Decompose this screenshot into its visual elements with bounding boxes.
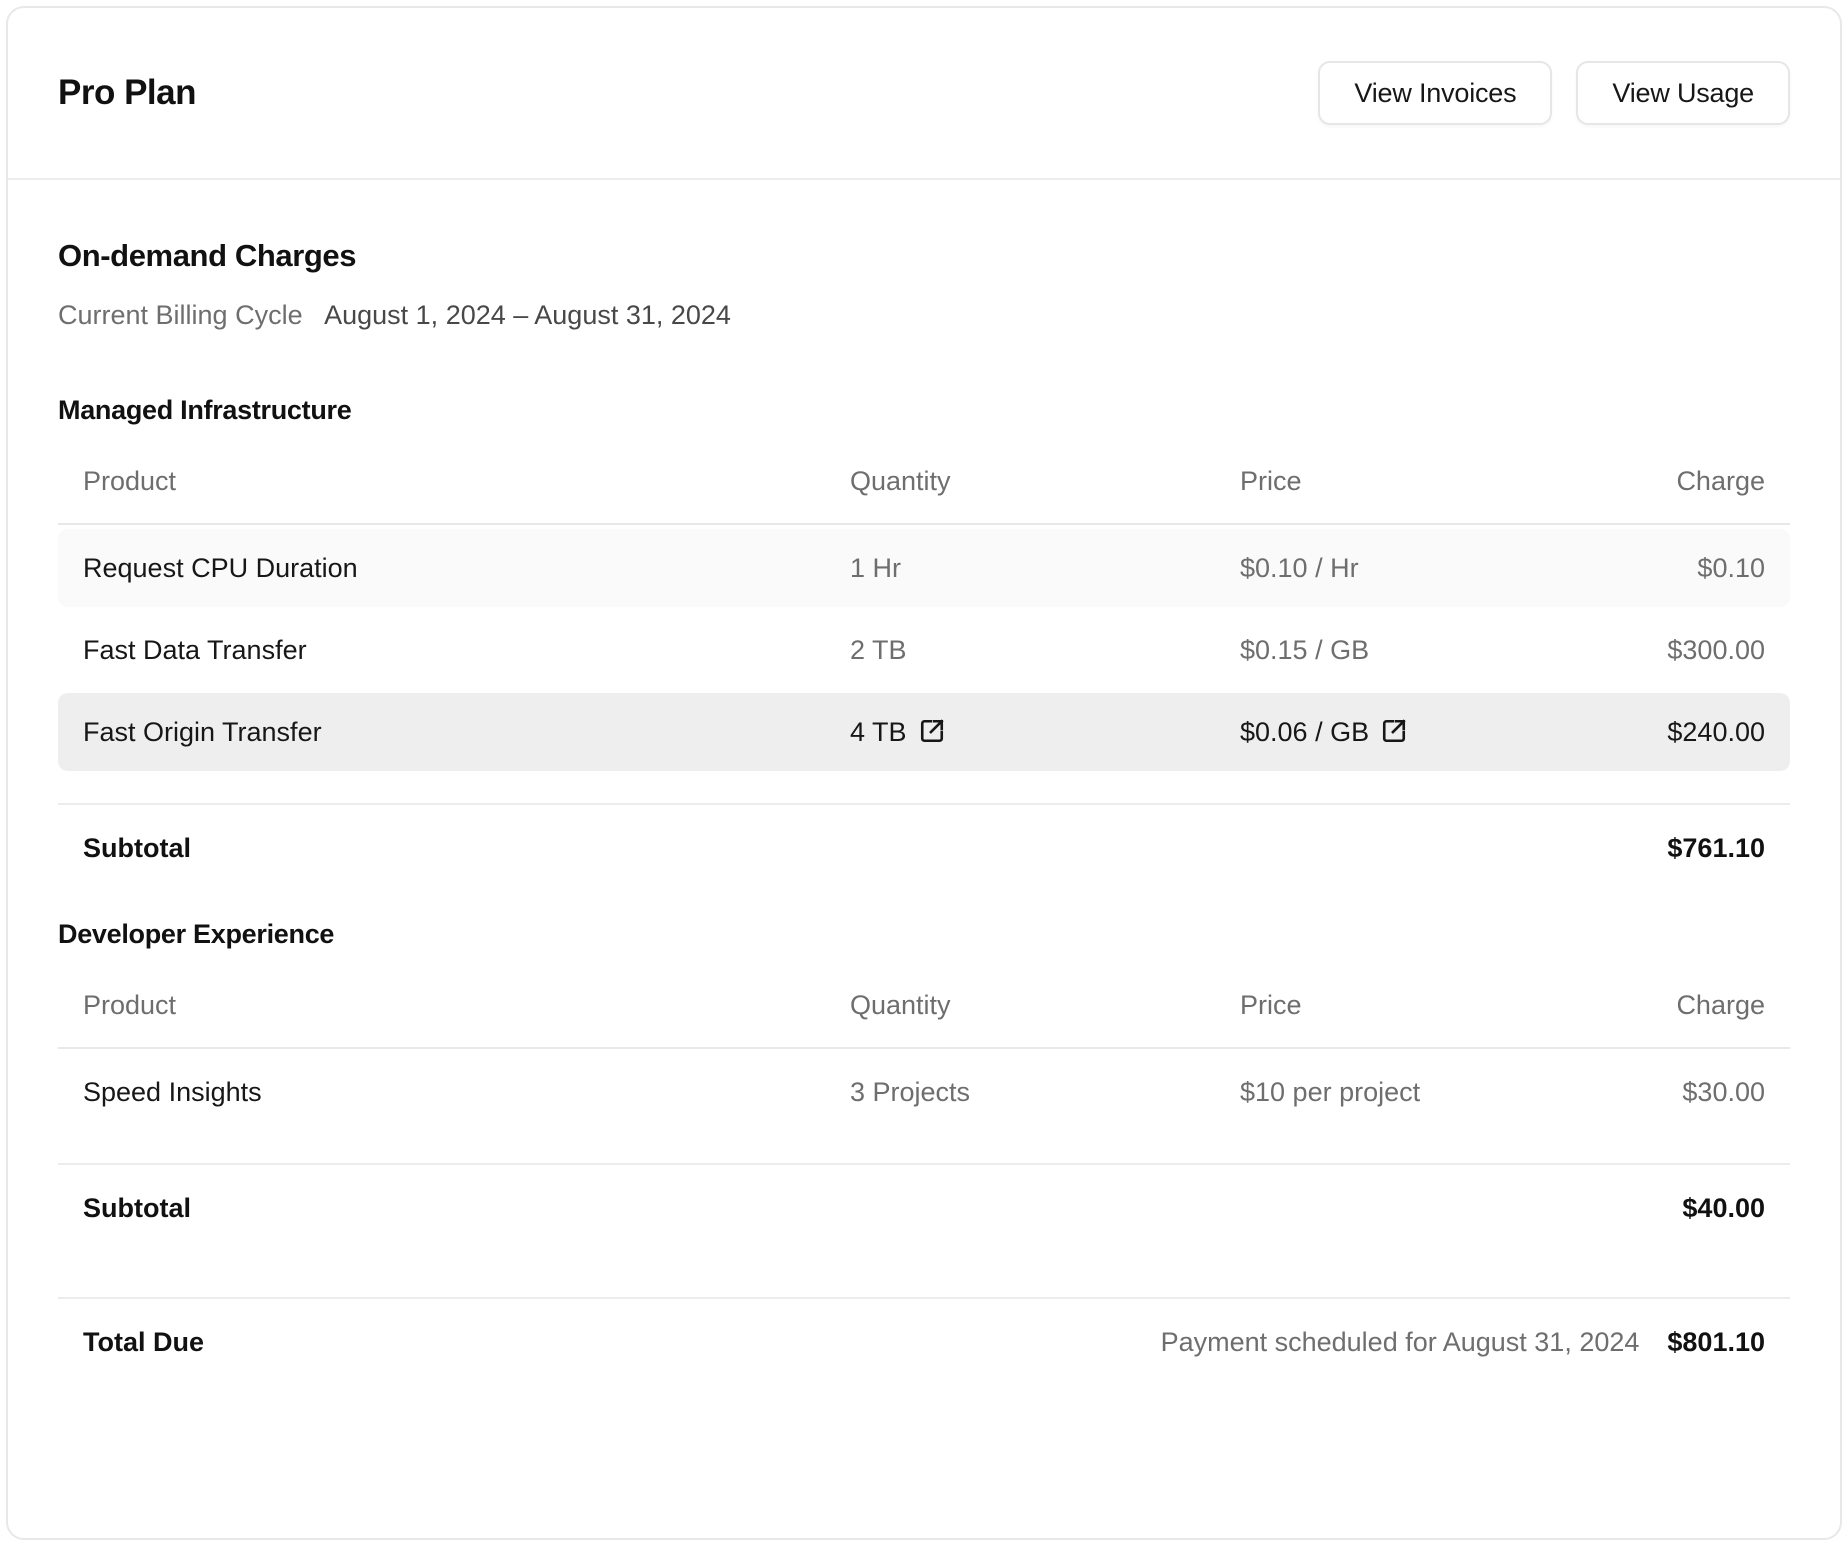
table-row: Fast Data Transfer 2 TB $0.15 / GB $300.… bbox=[58, 611, 1790, 689]
payment-scheduled-note: Payment scheduled for August 31, 2024 bbox=[1160, 1326, 1640, 1357]
quantity-cell: 4 TB bbox=[850, 717, 1240, 748]
quantity-cell: 3 Projects bbox=[850, 1076, 971, 1107]
table-row: Speed Insights 3 Projects $10 per projec… bbox=[58, 1053, 1790, 1131]
external-link-icon[interactable] bbox=[1381, 718, 1407, 744]
header-actions: View Invoices View Usage bbox=[1318, 61, 1790, 125]
quantity-cell: 2 TB bbox=[850, 634, 907, 665]
price-cell: $0.15 / GB bbox=[1240, 634, 1370, 665]
column-header-price: Price bbox=[1240, 466, 1302, 496]
total-due-amount: $801.10 bbox=[1667, 1326, 1765, 1357]
view-invoices-button[interactable]: View Invoices bbox=[1318, 61, 1553, 125]
column-header-charge: Charge bbox=[1676, 466, 1765, 496]
subtotal-label: Subtotal bbox=[83, 832, 191, 863]
card-header: Pro Plan View Invoices View Usage bbox=[8, 8, 1840, 180]
charge-cell: $0.10 bbox=[1697, 552, 1765, 583]
group-title-managed-infrastructure: Managed Infrastructure bbox=[58, 395, 352, 425]
price-cell: $0.10 / Hr bbox=[1240, 552, 1359, 583]
subtotal-row: Subtotal $761.10 bbox=[58, 805, 1790, 891]
price-cell: $0.06 / GB bbox=[1240, 717, 1540, 748]
table-row: Fast Origin Transfer 4 TB $0.06 / GB $24… bbox=[58, 693, 1790, 771]
column-header-quantity: Quantity bbox=[850, 466, 951, 496]
total-due-row: Total Due Payment scheduled for August 3… bbox=[58, 1299, 1790, 1385]
section-title: On-demand Charges bbox=[58, 238, 357, 273]
column-header-product: Product bbox=[83, 466, 177, 496]
billing-cycle: Current Billing Cycle August 1, 2024 – A… bbox=[58, 300, 1790, 331]
product-cell: Request CPU Duration bbox=[83, 552, 358, 583]
subtotal-row: Subtotal $40.00 bbox=[58, 1165, 1790, 1251]
subtotal-label: Subtotal bbox=[83, 1192, 191, 1223]
view-usage-button[interactable]: View Usage bbox=[1576, 61, 1790, 125]
subtotal-value: $40.00 bbox=[1682, 1192, 1765, 1223]
spacer bbox=[58, 891, 1790, 919]
card-body: On-demand Charges Current Billing Cycle … bbox=[8, 180, 1840, 1385]
column-header-quantity: Quantity bbox=[850, 990, 951, 1020]
product-cell: Fast Origin Transfer bbox=[83, 716, 322, 747]
external-link-icon[interactable] bbox=[919, 718, 945, 744]
billing-cycle-label: Current Billing Cycle bbox=[58, 300, 303, 330]
group-title-developer-experience: Developer Experience bbox=[58, 919, 335, 949]
table-row: Request CPU Duration 1 Hr $0.10 / Hr $0.… bbox=[58, 529, 1790, 607]
developer-experience-table: Product Quantity Price Charge Speed Insi… bbox=[58, 990, 1790, 1251]
column-header-product: Product bbox=[83, 990, 177, 1020]
product-cell: Fast Data Transfer bbox=[83, 634, 307, 665]
column-header-charge: Charge bbox=[1676, 990, 1765, 1020]
product-cell: Speed Insights bbox=[83, 1076, 262, 1107]
subtotal-value: $761.10 bbox=[1667, 832, 1765, 863]
column-header-price: Price bbox=[1240, 990, 1302, 1020]
charge-cell: $240.00 bbox=[1667, 716, 1765, 747]
table-header-row: Product Quantity Price Charge bbox=[58, 990, 1790, 1049]
billing-cycle-range: August 1, 2024 – August 31, 2024 bbox=[324, 300, 731, 330]
table-header-row: Product Quantity Price Charge bbox=[58, 466, 1790, 525]
charge-cell: $300.00 bbox=[1667, 634, 1765, 665]
charge-cell: $30.00 bbox=[1682, 1076, 1765, 1107]
managed-infrastructure-table: Product Quantity Price Charge Request CP… bbox=[58, 466, 1790, 891]
divider bbox=[58, 1163, 1790, 1165]
quantity-cell: 1 Hr bbox=[850, 552, 902, 583]
divider bbox=[58, 803, 1790, 805]
billing-card: Pro Plan View Invoices View Usage On-dem… bbox=[6, 6, 1842, 1540]
page-title: Pro Plan bbox=[58, 73, 196, 112]
divider bbox=[58, 1297, 1790, 1299]
total-due-label: Total Due bbox=[83, 1326, 204, 1357]
price-cell: $10 per project bbox=[1240, 1076, 1421, 1107]
